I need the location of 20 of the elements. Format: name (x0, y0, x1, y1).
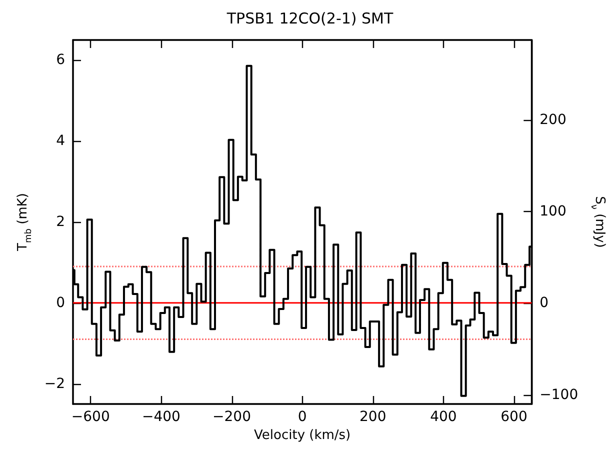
y-tick-label: 6 (56, 52, 66, 68)
x-tick-label: −600 (71, 409, 110, 425)
y-tick-label: 2 (56, 214, 65, 230)
y2-tick-label: 100 (540, 203, 566, 220)
chart-title: TPSB1 12CO(2-1) SMT (226, 10, 394, 28)
y-tick-label: 0 (56, 294, 65, 311)
x-tick-label: 400 (430, 409, 457, 425)
y2-tick-label: 0 (540, 295, 549, 312)
y2-axis-title: Sν (mJy) (588, 196, 607, 248)
x-tick-label: −400 (142, 409, 180, 425)
x-tick-label: 0 (298, 409, 307, 425)
y-axis-title: Tmb (mK) (15, 193, 34, 252)
x-tick-label: −200 (212, 409, 251, 425)
y-tick-label: −2 (44, 376, 65, 392)
y-tick-label: 4 (56, 133, 66, 150)
y2-tick-label: 200 (540, 112, 566, 128)
x-tick-label: 200 (360, 409, 386, 425)
x-tick-label: 600 (500, 409, 528, 425)
x-axis-title: Velocity (km/s) (254, 428, 351, 443)
y2-tick-label: −100 (540, 386, 578, 403)
